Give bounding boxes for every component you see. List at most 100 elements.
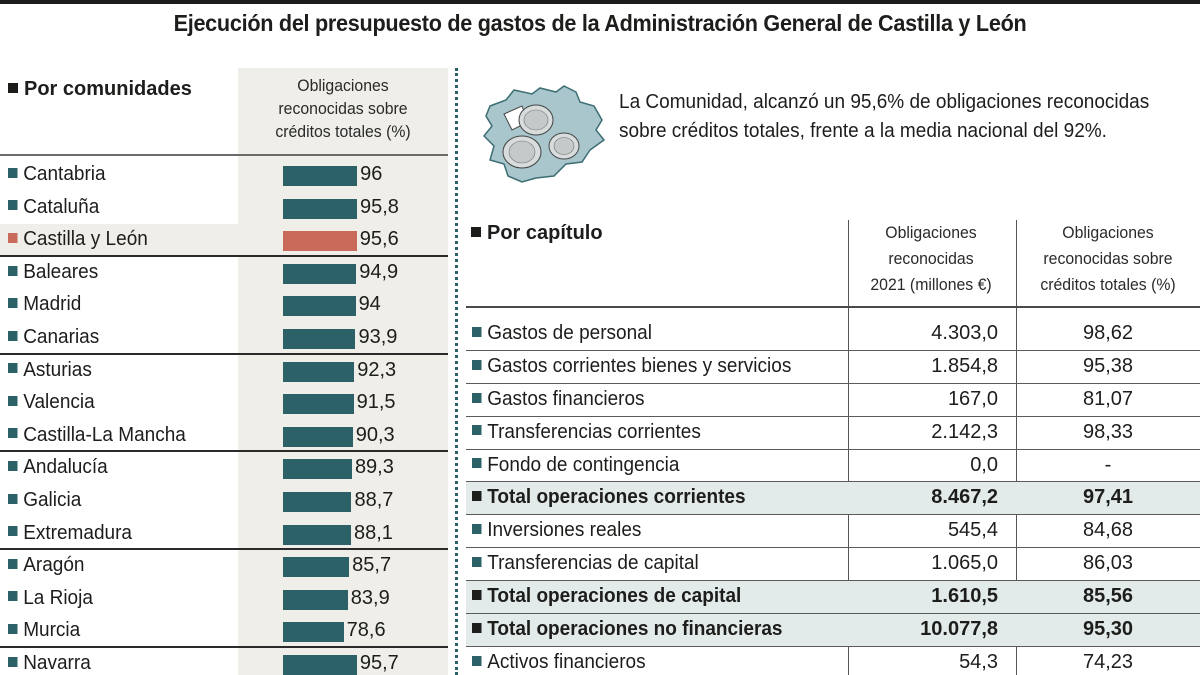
row-name: Fondo de contingencia: [487, 453, 680, 476]
column-header-line: 2021 (millones €): [870, 275, 992, 294]
amount-cell: 1.065,0: [931, 552, 998, 575]
data-label: 83,9: [350, 586, 390, 609]
amount-cell: 54,3: [959, 650, 998, 673]
capitulo-table: Gastos de personal 4.303,0 98,62 Gastos cor…: [466, 318, 1200, 675]
data-label: 90,3: [355, 423, 395, 446]
square-bullet-icon: [472, 491, 482, 502]
bar-row: Baleares 94,9: [0, 257, 448, 290]
bar: [283, 459, 352, 480]
row-label: Activos financieros: [472, 651, 646, 674]
bar: [283, 231, 357, 252]
section-title-text: Por comunidades: [24, 78, 192, 100]
row-name: Gastos de personal: [487, 322, 652, 344]
bar: [283, 361, 355, 382]
row-label: Transferencias de capital: [472, 552, 699, 575]
bar: [283, 198, 357, 219]
column-header-pct: Obligaciones reconocidas sobre créditos …: [245, 74, 440, 143]
table-row: Transferencias de capital 1.065,0 86,03: [466, 548, 1200, 582]
category-label: Andalucía: [8, 456, 108, 479]
column-header-line: Obligaciones: [885, 223, 977, 242]
bar: [283, 263, 357, 284]
bar-row: Cantabria 96: [0, 159, 448, 192]
data-label: 95,7: [359, 651, 399, 674]
category-label: Navarra: [8, 652, 91, 675]
column-header-line: reconocidas sobre: [1043, 249, 1173, 268]
square-bullet-icon: [472, 589, 482, 600]
summary-text: La Comunidad, alcanzó un 95,6% de obliga…: [619, 91, 1150, 142]
square-bullet-icon: [8, 265, 18, 276]
row-name: Gastos financieros: [487, 387, 645, 410]
bar: [283, 557, 350, 578]
category-label: Cantabria: [8, 163, 106, 186]
table-row: Inversiones reales 545,4 84,68: [466, 515, 1200, 549]
category-label: Galicia: [8, 489, 81, 512]
category-name: Cataluña: [23, 195, 100, 218]
category-name: Galicia: [23, 488, 82, 511]
square-bullet-icon: [472, 359, 482, 370]
amount-cell: 167,0: [947, 387, 998, 410]
square-bullet-icon: [8, 624, 18, 635]
category-label: Castilla y León: [8, 228, 148, 251]
bar-row: Galicia 88,7: [0, 485, 448, 518]
row-label: Gastos de personal: [472, 322, 652, 345]
data-label: 92,3: [357, 358, 397, 381]
bar-row: Castilla y León 95,6: [0, 224, 448, 257]
row-label: Transferencias corrientes: [472, 421, 701, 444]
category-label: Valencia: [8, 391, 95, 414]
category-label: Cataluña: [8, 196, 99, 219]
category-name: Valencia: [23, 391, 95, 414]
section-title-capitulo: Por capítulo: [471, 222, 603, 245]
row-label: Gastos financieros: [472, 388, 645, 411]
row-label: Fondo de contingencia: [472, 454, 679, 477]
square-bullet-icon: [8, 558, 18, 569]
table-row: Gastos financieros 167,0 81,07: [466, 384, 1200, 417]
bar-row: Valencia 91,5: [0, 387, 448, 420]
page-title: Ejecución del presupuesto de gastos de l…: [173, 10, 1027, 36]
category-name: Baleares: [23, 260, 99, 283]
square-bullet-icon: [8, 200, 18, 211]
pct-cell: 84,68: [1082, 519, 1134, 542]
amount-cell: 10.077,8: [920, 618, 998, 641]
table-row: Gastos de personal 4.303,0 98,62: [466, 318, 1200, 351]
column-divider: [848, 220, 849, 675]
bar-row: Cataluña 95,8: [0, 192, 448, 225]
pct-cell: 86,03: [1082, 552, 1134, 575]
table-row: Gastos corrientes bienes y servicios 1.85…: [466, 351, 1200, 384]
bar-row: Asturias 92,3: [0, 355, 448, 388]
square-bullet-icon: [8, 330, 18, 341]
row-name: Inversiones reales: [487, 519, 642, 542]
pct-cell: 74,23: [1082, 650, 1134, 673]
bar-row: Andalucía 89,3: [0, 452, 448, 485]
table-total-row: Total operaciones corrientes 8.467,2 97,41: [466, 482, 1200, 516]
category-label: Murcia: [8, 619, 80, 642]
column-header-line: créditos totales (%): [1040, 275, 1176, 294]
bar: [283, 589, 348, 610]
pct-cell: 98,33: [1082, 420, 1134, 443]
amount-cell: 8.467,2: [931, 486, 998, 509]
bar: [283, 394, 354, 415]
category-name: Cantabria: [23, 163, 106, 185]
column-header-line: reconocidas: [888, 249, 974, 268]
column-header-line: Obligaciones: [297, 76, 389, 95]
row-name: Transferencias corrientes: [487, 420, 701, 443]
data-label: 91,5: [356, 391, 396, 414]
category-name: Navarra: [23, 651, 91, 674]
column-header-line: créditos totales (%): [275, 122, 411, 141]
row-name: Transferencias de capital: [487, 552, 699, 575]
row-label: Inversiones reales: [472, 519, 641, 542]
bar-row: Murcia 78,6: [0, 615, 448, 648]
square-bullet-icon: [8, 82, 18, 93]
square-bullet-icon: [8, 298, 18, 309]
header-divider: [0, 154, 448, 156]
category-name: Castilla y León: [23, 228, 148, 251]
category-label: Castilla-La Mancha: [8, 424, 186, 447]
data-label: 78,6: [346, 619, 386, 642]
category-name: Andalucía: [23, 456, 108, 479]
column-header-pct: Obligaciones reconocidas sobre créditos …: [1022, 220, 1193, 298]
square-bullet-icon: [8, 363, 18, 374]
data-label: 95,6: [359, 228, 399, 251]
table-total-row: Total operaciones no financieras 10.077,8…: [466, 614, 1200, 647]
amount-cell: 1.854,8: [931, 354, 998, 377]
section-title-comunidades: Por comunidades: [8, 78, 192, 101]
category-label: Aragón: [8, 554, 84, 577]
